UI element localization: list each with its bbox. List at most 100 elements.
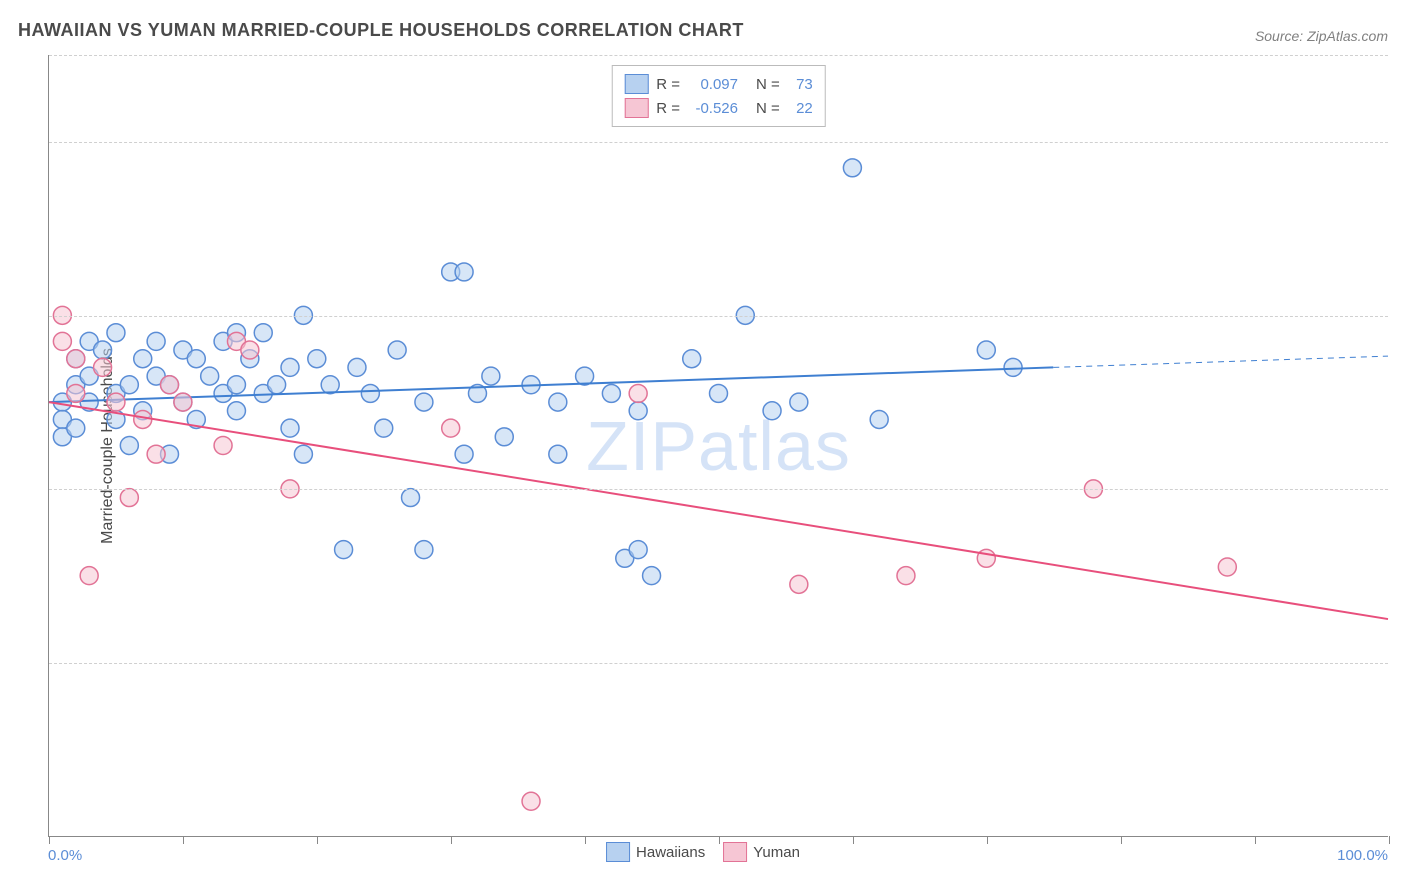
x-min-label: 0.0% [48,847,82,864]
data-point [763,402,781,420]
data-point [147,332,165,350]
data-point [576,367,594,385]
x-tick [183,836,184,844]
grid-line [49,489,1388,490]
data-point [415,541,433,559]
data-point [281,358,299,376]
data-point [161,376,179,394]
data-point [549,445,567,463]
data-point [120,376,138,394]
data-point [107,324,125,342]
data-point [629,541,647,559]
legend-stats: R = 0.097 N = 73 R = -0.526 N = 22 [611,65,826,127]
data-point [1004,358,1022,376]
data-point [790,575,808,593]
data-point [53,332,71,350]
n-value: 73 [788,76,813,93]
data-point [335,541,353,559]
data-point [361,384,379,402]
data-point [790,393,808,411]
n-label: N = [756,76,780,93]
data-point [683,350,701,368]
x-tick [451,836,452,844]
r-label: R = [656,76,680,93]
x-tick [585,836,586,844]
data-point [281,419,299,437]
data-point [268,376,286,394]
legend-series-item: Hawaiians [606,842,705,862]
n-label: N = [756,100,780,117]
legend-swatch [624,74,648,94]
data-point [187,350,205,368]
data-point [94,341,112,359]
data-point [977,341,995,359]
x-tick [49,836,50,844]
legend-series-label: Hawaiians [636,844,705,861]
source-label: Source: ZipAtlas.com [1255,28,1388,44]
legend-series-label: Yuman [753,844,800,861]
legend-series: Hawaiians Yuman [606,842,800,862]
data-point [455,445,473,463]
legend-stats-row: R = 0.097 N = 73 [624,72,813,96]
legend-swatch [723,842,747,862]
data-point [629,384,647,402]
data-point [348,358,366,376]
data-point [80,567,98,585]
data-point [522,792,540,810]
data-point [107,393,125,411]
r-value: -0.526 [688,100,738,117]
data-point [321,376,339,394]
x-tick [853,836,854,844]
r-value: 0.097 [688,76,738,93]
trend-line [49,402,1388,619]
plot-svg [49,55,1388,836]
data-point [241,341,259,359]
x-max-label: 100.0% [1337,847,1388,864]
r-label: R = [656,100,680,117]
grid-line [49,316,1388,317]
x-tick [317,836,318,844]
data-point [120,489,138,507]
data-point [201,367,219,385]
n-value: 22 [788,100,813,117]
data-point [870,410,888,428]
data-point [294,445,312,463]
data-point [227,402,245,420]
data-point [710,384,728,402]
data-point [482,367,500,385]
data-point [415,393,433,411]
data-point [629,402,647,420]
legend-stats-row: R = -0.526 N = 22 [624,96,813,120]
x-tick [1121,836,1122,844]
data-point [308,350,326,368]
data-point [455,263,473,281]
x-tick [1389,836,1390,844]
data-point [120,437,138,455]
x-tick [987,836,988,844]
data-point [1218,558,1236,576]
data-point [67,419,85,437]
data-point [375,419,393,437]
data-point [897,567,915,585]
chart-area: ZIPatlas R =0.097N =73R =-0.526N =22 20.… [48,55,1388,837]
chart-title: HAWAIIAN VS YUMAN MARRIED-COUPLE HOUSEHO… [18,20,744,41]
data-point [254,324,272,342]
grid-line [49,142,1388,143]
legend-swatch [624,98,648,118]
data-point [495,428,513,446]
data-point [388,341,406,359]
legend-series-item: Yuman [723,842,800,862]
trend-line-extension [1053,356,1388,367]
data-point [94,358,112,376]
data-point [134,350,152,368]
grid-line [49,663,1388,664]
data-point [174,393,192,411]
data-point [549,393,567,411]
data-point [134,410,152,428]
data-point [67,350,85,368]
data-point [602,384,620,402]
legend-swatch [606,842,630,862]
data-point [227,376,245,394]
data-point [843,159,861,177]
data-point [214,437,232,455]
